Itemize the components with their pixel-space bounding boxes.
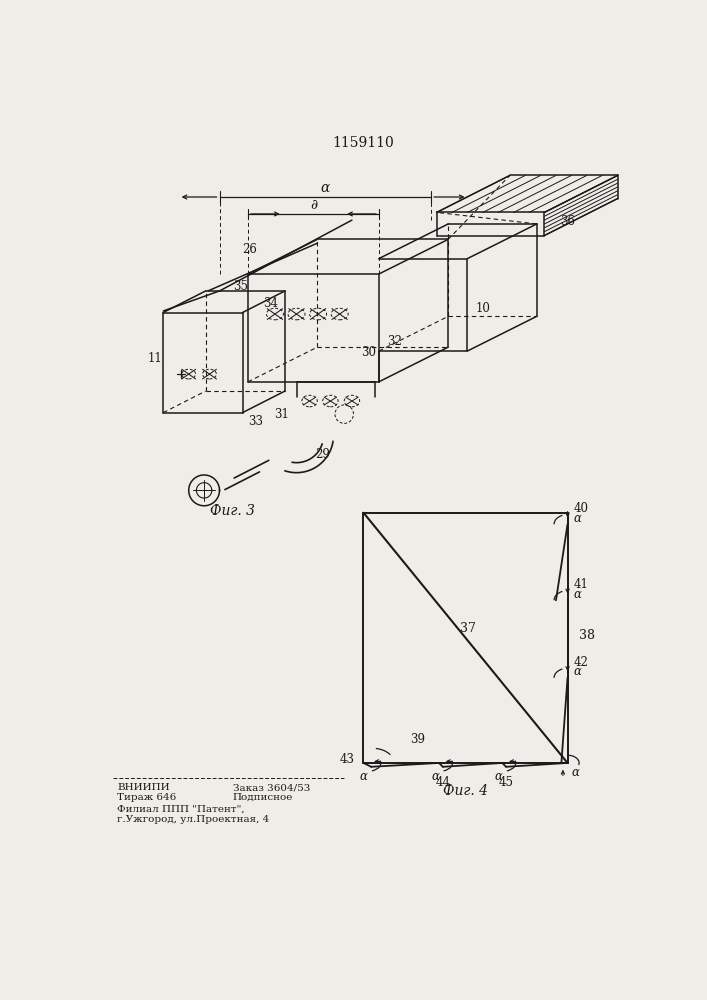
- Text: 35: 35: [233, 280, 247, 293]
- Text: α: α: [431, 770, 439, 783]
- Text: Фиг. 4: Фиг. 4: [443, 784, 489, 798]
- Text: Тираж 646: Тираж 646: [117, 793, 176, 802]
- Text: 43: 43: [339, 753, 354, 766]
- Text: α: α: [573, 588, 582, 601]
- Text: 45: 45: [498, 776, 513, 789]
- Text: 42: 42: [573, 656, 588, 669]
- Text: Фиг. 3: Фиг. 3: [210, 504, 255, 518]
- Text: 38: 38: [579, 629, 595, 642]
- Text: 41: 41: [573, 578, 588, 591]
- Text: 31: 31: [274, 408, 288, 421]
- Text: Филиал ППП "Патент",: Филиал ППП "Патент",: [117, 805, 245, 814]
- Text: 37: 37: [460, 622, 475, 635]
- Text: α: α: [571, 766, 579, 779]
- Text: 29: 29: [315, 448, 330, 461]
- Text: 34: 34: [264, 297, 279, 310]
- Text: 30: 30: [361, 346, 376, 359]
- Text: г.Ужгород, ул.Проектная, 4: г.Ужгород, ул.Проектная, 4: [117, 815, 269, 824]
- Text: α: α: [573, 512, 582, 525]
- Text: Заказ 3604/53: Заказ 3604/53: [233, 783, 310, 792]
- Text: α: α: [573, 665, 582, 678]
- Text: 32: 32: [387, 335, 402, 348]
- Text: ВНИИПИ: ВНИИПИ: [117, 783, 170, 792]
- Text: α: α: [494, 770, 503, 783]
- Text: 36: 36: [560, 215, 575, 228]
- Text: 1159110: 1159110: [332, 136, 394, 150]
- Text: 10: 10: [475, 302, 490, 315]
- Text: 39: 39: [410, 733, 425, 746]
- Text: α: α: [360, 770, 368, 783]
- Text: Подписное: Подписное: [233, 793, 293, 802]
- Text: 26: 26: [242, 243, 257, 256]
- Text: 40: 40: [573, 502, 589, 515]
- Text: ∂: ∂: [310, 198, 317, 212]
- Text: 33: 33: [248, 415, 263, 428]
- Text: 11: 11: [148, 352, 162, 365]
- Text: 44: 44: [436, 776, 450, 789]
- Text: α: α: [320, 181, 329, 195]
